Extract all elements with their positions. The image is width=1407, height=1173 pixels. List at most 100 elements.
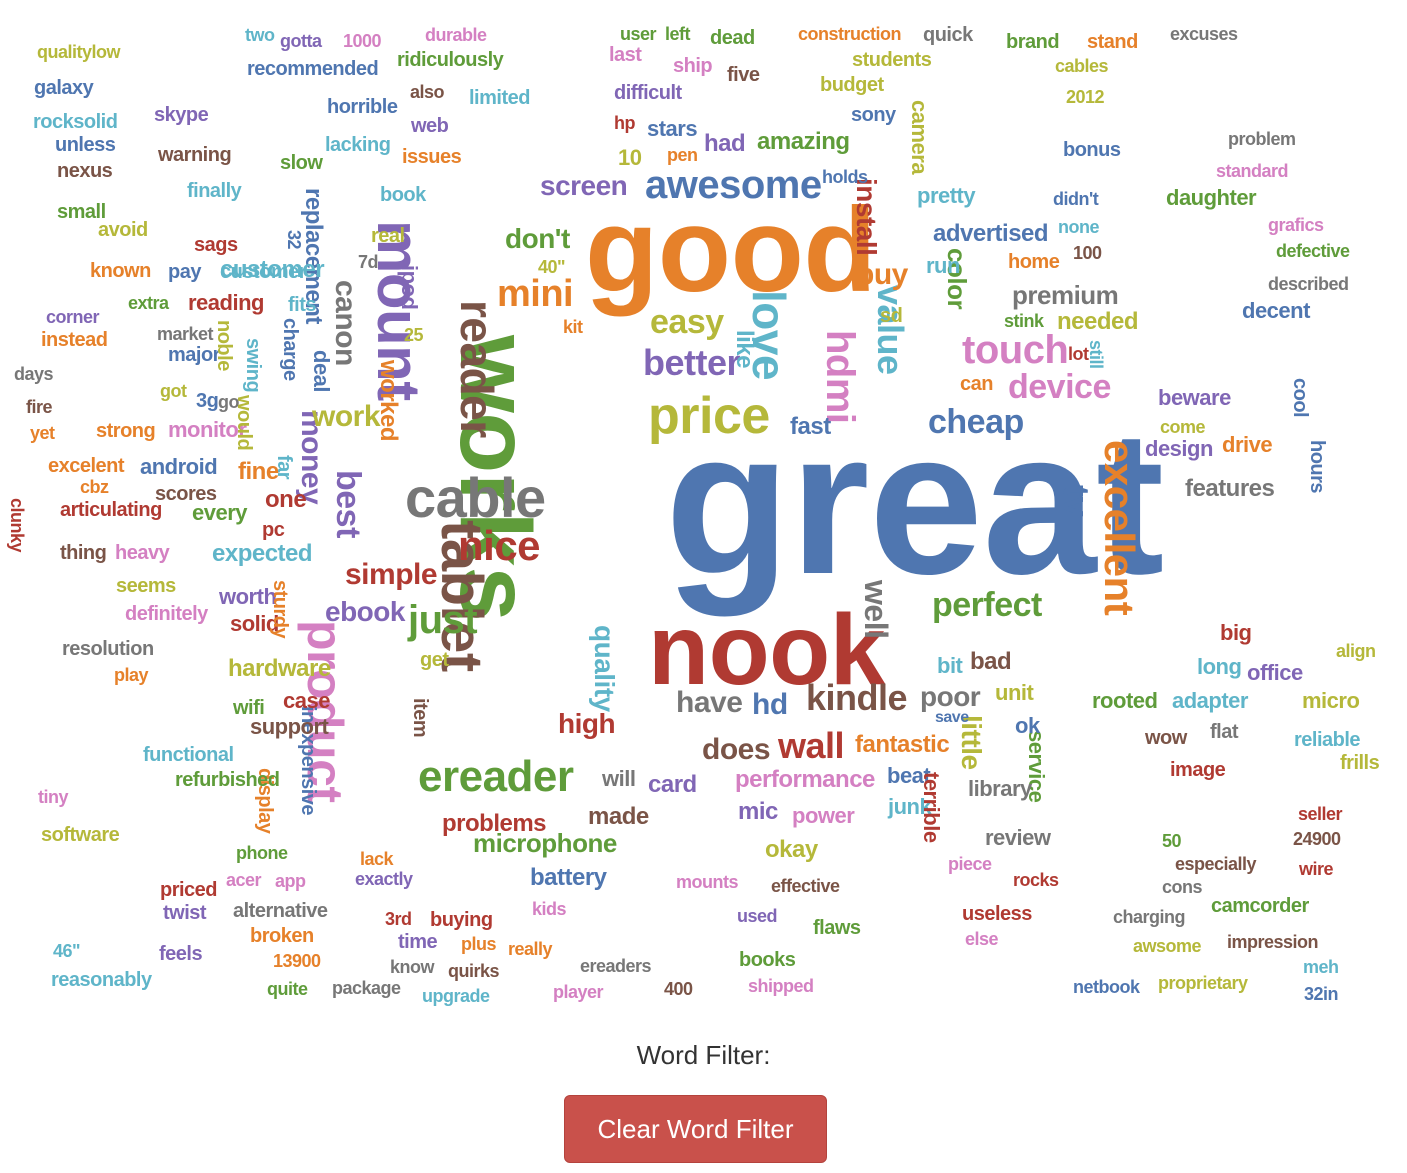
- cloud-word[interactable]: got: [160, 381, 187, 401]
- cloud-word[interactable]: expected: [212, 540, 313, 567]
- cloud-word[interactable]: didn't: [1053, 189, 1099, 209]
- cloud-word[interactable]: warning: [158, 144, 232, 166]
- cloud-word[interactable]: wall: [778, 725, 845, 766]
- cloud-word[interactable]: problem: [1228, 129, 1296, 149]
- cloud-word[interactable]: screen: [540, 170, 628, 201]
- cloud-word[interactable]: known: [90, 260, 151, 282]
- cloud-word[interactable]: image: [1170, 759, 1226, 781]
- cloud-word[interactable]: construction: [798, 24, 902, 44]
- cloud-word[interactable]: ipod: [397, 265, 422, 310]
- cloud-word[interactable]: unit: [995, 680, 1034, 705]
- cloud-word[interactable]: 13900: [273, 951, 321, 971]
- cloud-word[interactable]: amazing: [757, 128, 850, 155]
- cloud-word[interactable]: reading: [188, 290, 264, 315]
- cloud-word[interactable]: design: [1145, 436, 1213, 461]
- cloud-word[interactable]: align: [1336, 641, 1376, 661]
- cloud-word[interactable]: reader: [451, 300, 503, 438]
- cloud-word[interactable]: rocks: [1013, 870, 1059, 890]
- cloud-word[interactable]: left: [665, 24, 691, 44]
- cloud-word[interactable]: junk: [888, 794, 932, 819]
- cloud-word[interactable]: book: [380, 184, 426, 206]
- cloud-word[interactable]: strong: [96, 420, 156, 442]
- cloud-word[interactable]: galaxy: [34, 77, 94, 99]
- cloud-word[interactable]: does: [702, 733, 771, 766]
- cloud-word[interactable]: every: [192, 500, 248, 525]
- cloud-word[interactable]: upgrade: [422, 986, 490, 1006]
- cloud-word[interactable]: extra: [128, 293, 169, 313]
- cloud-word[interactable]: 25: [404, 325, 424, 345]
- cloud-word[interactable]: advertised: [933, 220, 1049, 247]
- cloud-word[interactable]: big: [1220, 620, 1252, 645]
- cloud-word[interactable]: brand: [1006, 31, 1060, 53]
- cloud-word[interactable]: buying: [430, 909, 493, 931]
- cloud-word[interactable]: flaws: [813, 917, 861, 939]
- cloud-word[interactable]: high: [558, 708, 616, 739]
- cloud-word[interactable]: resolution: [62, 638, 154, 660]
- cloud-word[interactable]: 50: [1162, 831, 1182, 851]
- cloud-word[interactable]: swing: [242, 338, 264, 393]
- cloud-word[interactable]: ereaders: [580, 956, 652, 976]
- cloud-word[interactable]: definitely: [125, 603, 208, 625]
- cloud-word[interactable]: corner: [46, 307, 100, 327]
- cloud-word[interactable]: issues: [402, 146, 462, 168]
- cloud-word[interactable]: noble: [213, 320, 235, 371]
- cloud-word[interactable]: 32: [284, 230, 304, 250]
- cloud-word[interactable]: device: [1008, 368, 1111, 406]
- cloud-word[interactable]: software: [41, 824, 120, 846]
- cloud-word[interactable]: recommended: [247, 58, 379, 80]
- cloud-word[interactable]: market: [157, 324, 214, 344]
- cloud-word[interactable]: hardware: [228, 655, 331, 682]
- cloud-word[interactable]: awesome: [645, 163, 822, 207]
- cloud-word[interactable]: rooted: [1092, 688, 1158, 713]
- cloud-word[interactable]: worked: [375, 360, 402, 442]
- cloud-word[interactable]: sd: [880, 305, 903, 327]
- cloud-word[interactable]: 10: [618, 145, 642, 170]
- cloud-word[interactable]: package: [332, 978, 401, 998]
- cloud-word[interactable]: quirks: [448, 961, 500, 981]
- cloud-word[interactable]: also: [410, 82, 445, 102]
- cloud-word[interactable]: 3rd: [385, 909, 412, 929]
- cloud-word[interactable]: nook: [648, 594, 885, 706]
- cloud-word[interactable]: last: [609, 44, 642, 66]
- cloud-word[interactable]: mini: [497, 273, 574, 315]
- cloud-word[interactable]: worth: [219, 584, 277, 609]
- cloud-word[interactable]: especially: [1175, 854, 1257, 874]
- cloud-word[interactable]: card: [648, 771, 697, 798]
- cloud-word[interactable]: else: [965, 929, 999, 949]
- cloud-word[interactable]: exactly: [355, 869, 413, 889]
- cloud-word[interactable]: quality: [589, 625, 620, 712]
- cloud-word[interactable]: qualitylow: [37, 42, 121, 62]
- cloud-word[interactable]: terrible: [919, 772, 944, 843]
- cloud-word[interactable]: refurbished: [175, 769, 280, 791]
- cloud-word[interactable]: premium: [1012, 280, 1119, 310]
- cloud-word[interactable]: go: [218, 392, 240, 412]
- cloud-word[interactable]: power: [792, 803, 855, 828]
- cloud-word[interactable]: standard: [1216, 161, 1289, 181]
- cloud-word[interactable]: ereader: [418, 752, 574, 801]
- cloud-word[interactable]: decent: [1242, 298, 1310, 323]
- cloud-word[interactable]: 100: [1073, 243, 1102, 263]
- cloud-word[interactable]: good: [585, 183, 877, 317]
- cloud-word[interactable]: bonus: [1063, 139, 1121, 161]
- cloud-word[interactable]: cool: [1289, 378, 1311, 418]
- clear-word-filter-button[interactable]: Clear Word Filter: [564, 1095, 827, 1163]
- cloud-word[interactable]: 32in: [1304, 984, 1339, 1004]
- cloud-word[interactable]: have: [676, 686, 743, 719]
- cloud-word[interactable]: shipped: [748, 976, 814, 996]
- cloud-word[interactable]: library: [968, 776, 1032, 801]
- cloud-word[interactable]: acer: [226, 870, 262, 890]
- cloud-word[interactable]: holds: [822, 167, 868, 187]
- cloud-word[interactable]: feels: [159, 943, 203, 965]
- cloud-word[interactable]: daughter: [1166, 185, 1257, 210]
- cloud-word[interactable]: useless: [962, 903, 1032, 925]
- cloud-word[interactable]: can: [960, 373, 993, 395]
- cloud-word[interactable]: support: [250, 714, 329, 739]
- cloud-word[interactable]: come: [1160, 417, 1206, 437]
- cloud-word[interactable]: drive: [1222, 432, 1273, 457]
- cloud-word[interactable]: performance: [735, 766, 875, 793]
- cloud-word[interactable]: major: [168, 344, 220, 366]
- cloud-word[interactable]: gotta: [280, 31, 322, 51]
- cloud-word[interactable]: days: [14, 364, 54, 384]
- cloud-word[interactable]: sags: [194, 234, 238, 256]
- cloud-word[interactable]: adapter: [1172, 688, 1248, 713]
